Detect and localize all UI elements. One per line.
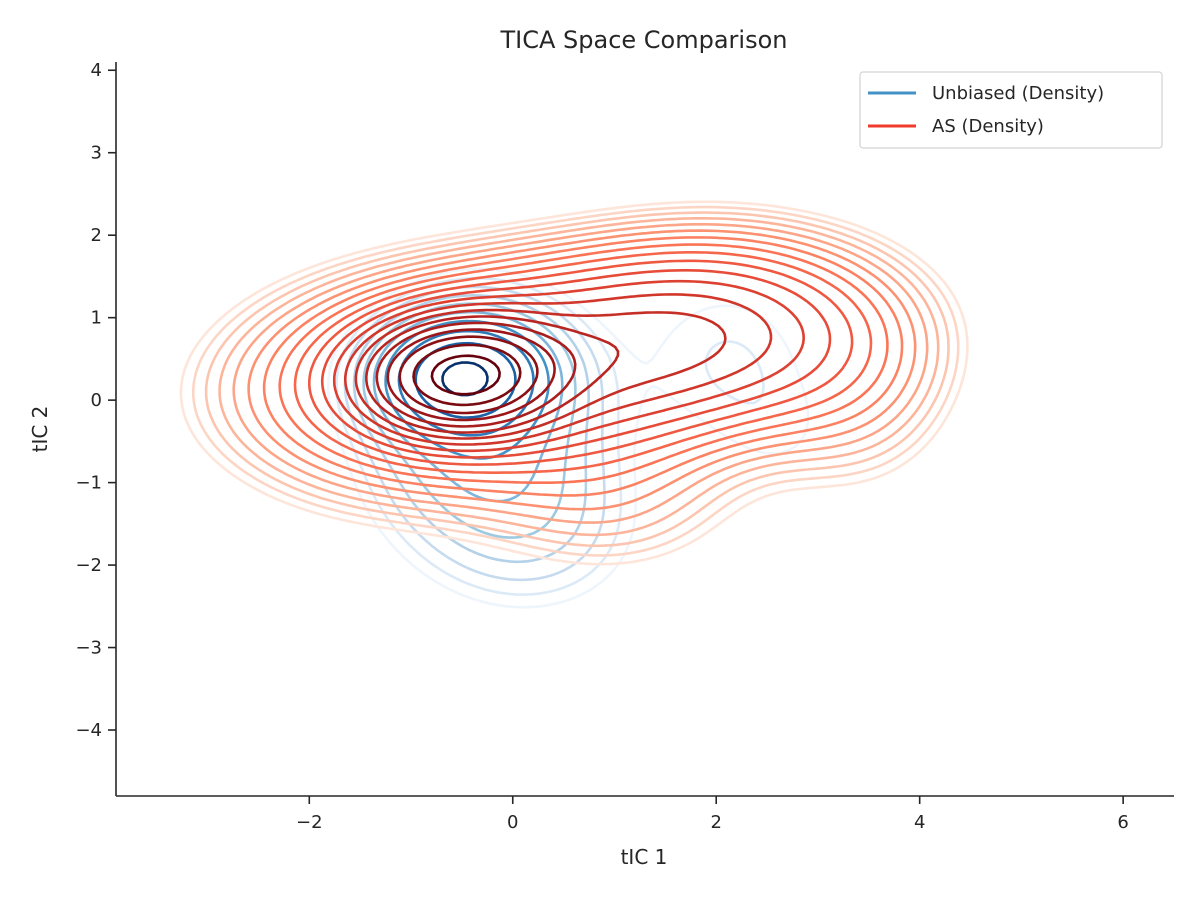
x-tick-label: 6 [1117, 812, 1128, 833]
legend-label-as: AS (Density) [932, 116, 1044, 137]
contour-level [262, 236, 904, 497]
x-tick-label: 2 [710, 812, 721, 833]
y-tick-label: 3 [91, 143, 102, 164]
contour-level [398, 335, 539, 415]
y-tick-label: −4 [75, 720, 102, 741]
x-axis-label: tIC 1 [621, 845, 668, 869]
contour-level [430, 354, 501, 396]
legend-label-unbiased: Unbiased (Density) [932, 83, 1104, 104]
y-axis-label: tIC 2 [28, 406, 52, 453]
x-tick-label: −2 [296, 812, 323, 833]
y-tick-label: 0 [91, 390, 102, 411]
y-tick-label: −1 [75, 473, 102, 494]
contour-level [218, 217, 940, 537]
x-ticks: −2 0 2 4 6 [296, 796, 1129, 833]
legend: Unbiased (Density) AS (Density) [859, 71, 1163, 149]
contour-level [191, 205, 960, 557]
contour-level [232, 223, 929, 524]
contour-level [354, 308, 727, 440]
contour-level [332, 279, 805, 453]
axes [115, 62, 1174, 797]
contour-level [344, 293, 773, 446]
contour-level [179, 200, 969, 566]
chart-title: TICA Space Comparison [499, 26, 787, 54]
contour-level [375, 321, 577, 428]
contour-level [386, 328, 556, 422]
contour-level [308, 259, 854, 466]
contour-level [412, 343, 522, 407]
y-tick-label: −2 [75, 555, 102, 576]
y-tick-label: 2 [91, 225, 102, 246]
contour-level [278, 243, 889, 484]
x-tick-label: 0 [507, 812, 518, 833]
contour-level [365, 315, 620, 434]
y-tick-label: 4 [91, 60, 102, 81]
contour-level [293, 251, 873, 474]
y-tick-label: −3 [75, 638, 102, 659]
y-tick-label: 1 [91, 308, 102, 329]
x-tick-label: 4 [914, 812, 925, 833]
contour-level [247, 229, 917, 511]
contour-level [204, 211, 950, 548]
y-ticks: −4 −3 −2 −1 0 1 2 3 4 [75, 60, 116, 741]
contour-level [320, 269, 832, 459]
legend-frame [859, 71, 1163, 149]
as-density-contours [179, 200, 969, 566]
